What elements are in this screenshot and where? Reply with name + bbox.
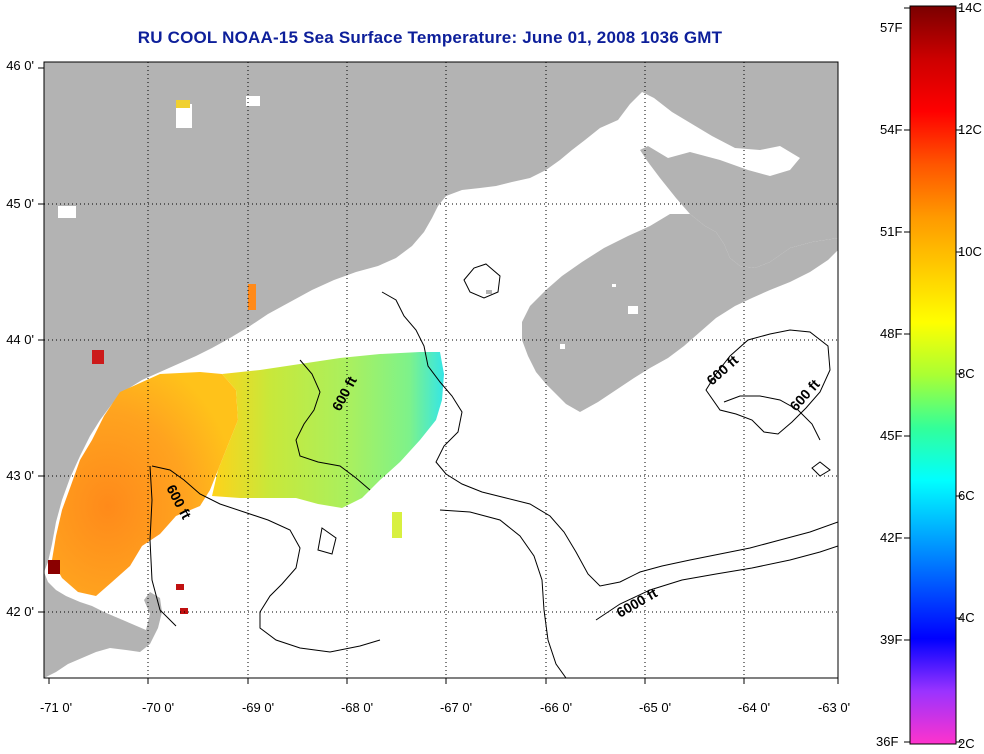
map-frame bbox=[43, 61, 839, 679]
colorbar-label-c: 2C bbox=[958, 736, 975, 751]
lat-label: 45 0' bbox=[6, 196, 34, 211]
lon-label: -63 0' bbox=[818, 700, 850, 715]
bathymetry-contours bbox=[149, 263, 838, 678]
colorbar-label-c: 8C bbox=[958, 366, 975, 381]
sst-patch bbox=[392, 512, 402, 538]
colorbar-label-f: 51F bbox=[880, 224, 902, 239]
lat-label: 44 0' bbox=[6, 332, 34, 347]
tick-marks bbox=[38, 67, 839, 684]
colorbar-label-f: 39F bbox=[880, 632, 902, 647]
sst-lake-patch bbox=[176, 100, 190, 108]
sst-cool-region bbox=[212, 352, 444, 508]
colorbar-label-c: 14C bbox=[958, 0, 982, 15]
colorbar-ticks bbox=[904, 7, 962, 743]
sst-hot-patch bbox=[92, 350, 104, 364]
lake-feature bbox=[246, 96, 260, 106]
lake-feature bbox=[560, 344, 565, 349]
lon-label: -71 0' bbox=[40, 700, 72, 715]
lake-feature bbox=[612, 284, 616, 287]
lon-label: -69 0' bbox=[242, 700, 274, 715]
colorbar-label-f: 42F bbox=[880, 530, 902, 545]
lat-label: 43 0' bbox=[6, 468, 34, 483]
lon-label: -64 0' bbox=[738, 700, 770, 715]
lon-label: -68 0' bbox=[341, 700, 373, 715]
lon-label: -67 0' bbox=[440, 700, 472, 715]
colorbar-label-f: 54F bbox=[880, 122, 902, 137]
graticule bbox=[44, 62, 838, 678]
colorbar-label-c: 12C bbox=[958, 122, 982, 137]
lon-label: -70 0' bbox=[142, 700, 174, 715]
colorbar-label-f: 45F bbox=[880, 428, 902, 443]
land-nova-scotia bbox=[522, 214, 838, 412]
land-cape-cod bbox=[44, 572, 162, 678]
colorbar-label-f: 48F bbox=[880, 326, 902, 341]
map-title: RU COOL NOAA-15 Sea Surface Temperature:… bbox=[137, 28, 723, 47]
colorbar-label-f: 57F bbox=[880, 20, 902, 35]
lake-feature bbox=[58, 206, 76, 218]
colorbar-gradient bbox=[909, 5, 957, 745]
land-mainland bbox=[44, 62, 838, 572]
lat-label: 42 0' bbox=[6, 604, 34, 619]
lake-feature bbox=[176, 104, 192, 128]
colorbar-label-c: 10C bbox=[958, 244, 982, 259]
lat-label: 46 0' bbox=[6, 58, 34, 73]
sst-warm-region bbox=[52, 372, 238, 596]
longitude-labels: -71 0' -70 0' -69 0' -68 0' -67 0' -66 0… bbox=[40, 700, 850, 715]
sst-coastal-patch bbox=[248, 284, 256, 310]
sst-hot-patch bbox=[48, 560, 60, 574]
colorbar-label-c: 6C bbox=[958, 488, 975, 503]
lake-feature bbox=[628, 306, 638, 314]
land-island bbox=[486, 290, 492, 294]
colorbar-label-f: 36F bbox=[876, 734, 898, 749]
colorbar: 57F 54F 51F 48F 45F 42F 39F 36F 14C 12C … bbox=[876, 0, 982, 751]
lon-label: -66 0' bbox=[540, 700, 572, 715]
lon-label: -65 0' bbox=[639, 700, 671, 715]
colorbar-label-c: 4C bbox=[958, 610, 975, 625]
sst-hot-patch bbox=[176, 584, 184, 590]
sst-hot-patch bbox=[180, 608, 188, 614]
